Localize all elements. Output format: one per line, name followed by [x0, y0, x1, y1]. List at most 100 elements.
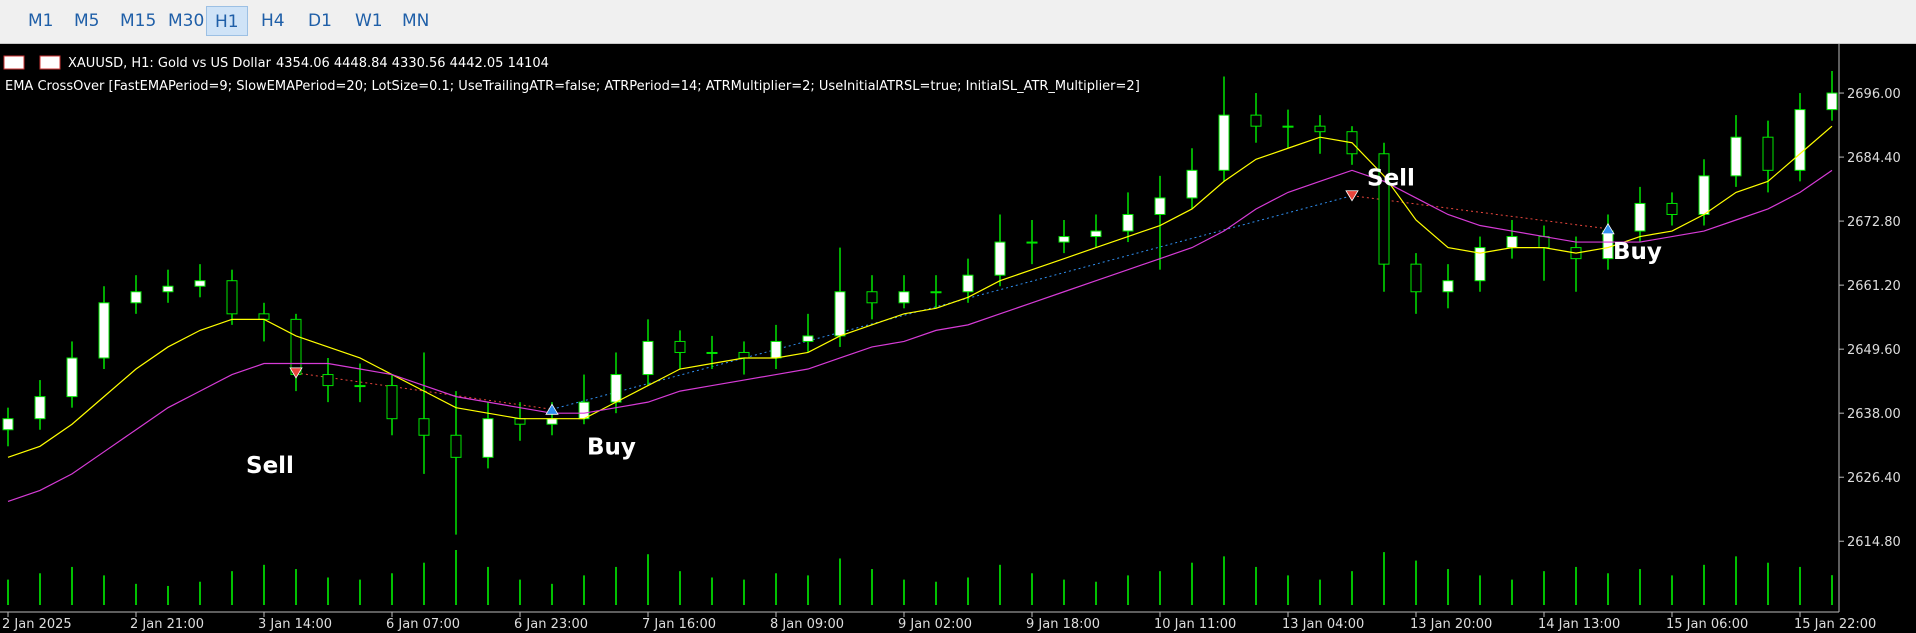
y-tick-label: 2649.60: [1847, 343, 1901, 358]
indicator-label: EMA CrossOver [FastEMAPeriod=9; SlowEMAP…: [5, 79, 1140, 94]
menu-icon[interactable]: [3, 55, 25, 70]
x-tick-label: 2 Jan 21:00: [130, 617, 204, 632]
candle-body: [1474, 247, 1486, 282]
trade-line: [1351, 195, 1609, 230]
timeframe-button[interactable]: M15: [120, 11, 157, 31]
x-tick-label: 13 Jan 04:00: [1282, 617, 1364, 632]
candle-body: [610, 374, 622, 403]
y-tick-label: 2696.00: [1847, 87, 1901, 102]
timeframe-button[interactable]: M30: [168, 11, 205, 31]
y-tick-label: 2638.00: [1847, 407, 1901, 422]
candle-body: [674, 340, 686, 353]
chart: XAUUSD, H1: Gold vs US Dollar 4354.06 44…: [0, 44, 1916, 633]
ema-line: [7, 169, 1833, 503]
candle-body: [546, 418, 558, 425]
trade-label: Buy: [1613, 239, 1662, 265]
x-tick-label: 13 Jan 20:00: [1410, 617, 1492, 632]
chart-icon[interactable]: [39, 55, 61, 70]
candle-body: [1602, 230, 1614, 260]
candle-body: [482, 418, 494, 458]
candle-body: [418, 418, 430, 436]
x-tick-label: 3 Jan 14:00: [258, 617, 332, 632]
x-tick-label: 2 Jan 2025: [2, 617, 72, 632]
candle-body: [1730, 136, 1742, 177]
candle-body: [802, 335, 814, 342]
timeframe-button[interactable]: MN: [402, 11, 430, 31]
chart-background: [0, 44, 1916, 633]
candle-body: [450, 434, 462, 458]
y-tick-label: 2672.80: [1847, 215, 1901, 230]
candle-body: [1794, 109, 1806, 171]
candle-body: [1378, 153, 1390, 265]
candle-body: [866, 291, 878, 304]
timeframe-button[interactable]: H4: [261, 11, 285, 31]
candle-body: [1826, 92, 1838, 111]
candle-body: [706, 351, 718, 354]
candle-body: [642, 340, 654, 376]
candle-body: [930, 291, 942, 294]
trade-arrow: [1345, 190, 1359, 202]
candle-body: [1410, 263, 1422, 293]
x-tick-label: 10 Jan 11:00: [1154, 617, 1236, 632]
candle-body: [1538, 236, 1550, 249]
timeframe-button[interactable]: M1: [28, 11, 54, 31]
candle-body: [898, 291, 910, 304]
trade-arrow: [1601, 223, 1615, 235]
candle-body: [162, 285, 174, 293]
ema-line: [7, 125, 1833, 458]
timeframe-toolbar: M1 M5 M15 M30 H1 H4 D1 W1 MN: [0, 0, 1916, 44]
candle-body: [770, 340, 782, 359]
trade-line: [551, 195, 1353, 410]
x-tick-label: 7 Jan 16:00: [642, 617, 716, 632]
candle-body: [354, 385, 366, 388]
timeframe-button[interactable]: D1: [308, 11, 332, 31]
candle-body: [34, 396, 46, 420]
candle-body: [1186, 169, 1198, 199]
y-tick-label: 2626.40: [1847, 471, 1901, 486]
candle-body: [322, 374, 334, 387]
x-tick-label: 8 Jan 09:00: [770, 617, 844, 632]
x-tick-label: 15 Jan 22:00: [1794, 617, 1876, 632]
timeframe-button[interactable]: H1: [206, 6, 248, 36]
trade-line: [295, 372, 553, 410]
y-tick-label: 2661.20: [1847, 279, 1901, 294]
candle-body: [2, 418, 14, 431]
trade-label: Buy: [587, 434, 636, 460]
candle-body: [130, 291, 142, 304]
candle-body: [98, 302, 110, 359]
trade-arrow: [289, 367, 303, 379]
x-tick-label: 15 Jan 06:00: [1666, 617, 1748, 632]
candle-body: [1762, 136, 1774, 171]
candle-body: [1026, 241, 1038, 244]
x-tick-label: 9 Jan 02:00: [898, 617, 972, 632]
candle-body: [738, 351, 750, 359]
x-tick-label: 14 Jan 13:00: [1538, 617, 1620, 632]
candle-body: [1090, 230, 1102, 238]
candle-body: [834, 291, 846, 337]
candle-body: [1666, 202, 1678, 215]
candle-body: [1218, 114, 1230, 171]
x-tick-label: 9 Jan 18:00: [1026, 617, 1100, 632]
candle-body: [1698, 175, 1710, 215]
candle-body: [1634, 202, 1646, 232]
y-tick-label: 2614.80: [1847, 535, 1901, 550]
trade-label: Sell: [1367, 166, 1415, 192]
candle-body: [258, 313, 270, 320]
y-tick-label: 2684.40: [1847, 151, 1901, 166]
candle-body: [226, 280, 238, 315]
x-tick-label: 6 Jan 07:00: [386, 617, 460, 632]
timeframe-button[interactable]: W1: [355, 11, 383, 31]
candle-body: [194, 280, 206, 287]
candle-body: [994, 241, 1006, 276]
candle-body: [1122, 213, 1134, 232]
candle-body: [1314, 125, 1326, 133]
candle-body: [1506, 236, 1518, 249]
trade-label: Sell: [246, 453, 294, 479]
candle-body: [1154, 197, 1166, 215]
candle-body: [514, 418, 526, 425]
candle-body: [290, 318, 302, 376]
timeframe-button[interactable]: M5: [74, 11, 100, 31]
trade-arrow: [545, 403, 559, 415]
candle-body: [1250, 114, 1262, 127]
